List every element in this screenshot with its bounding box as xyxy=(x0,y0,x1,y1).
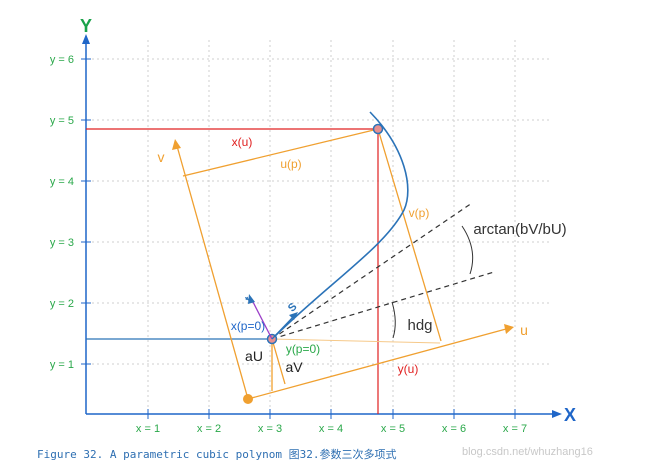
av-label: aV xyxy=(285,359,303,375)
y-axis-title: Y xyxy=(80,16,92,36)
y-tick-label: y = 2 xyxy=(50,298,74,310)
y-p0-label: y(p=0) xyxy=(286,342,320,356)
v-axis-line xyxy=(176,145,249,400)
watermark-text: blog.csdn.net/whuzhang16 xyxy=(462,446,593,458)
x-axis-title: X xyxy=(564,405,576,425)
x-tick-label: x = 6 xyxy=(442,423,466,435)
tick-marks xyxy=(81,58,516,419)
u-axis-arrowhead xyxy=(504,324,514,334)
y-tick-label: y = 4 xyxy=(50,176,74,188)
axes xyxy=(82,34,562,418)
uv-origin-point xyxy=(243,394,253,404)
y-tick-label: y = 1 xyxy=(50,359,74,371)
hdg-label: hdg xyxy=(407,317,432,334)
s-vector-arrowhead xyxy=(289,312,298,320)
v-axis-label: v xyxy=(158,149,165,165)
x-p0-label: x(p=0) xyxy=(231,319,265,333)
caption-text: Figure 32. A parametric cubic polynom 图3… xyxy=(37,448,397,461)
s-vector xyxy=(271,315,295,340)
figure-caption: Figure 32. A parametric cubic polynom 图3… xyxy=(0,446,658,466)
t-vector xyxy=(251,299,273,340)
v-p-line xyxy=(377,128,442,342)
x-tick-label: x = 4 xyxy=(319,423,343,435)
v-axis-arrowhead xyxy=(172,139,181,150)
x-tick-label: x = 1 xyxy=(136,423,160,435)
arctan-label: arctan(bV/bU) xyxy=(473,221,566,238)
uv-frame xyxy=(172,128,514,400)
heading-dashed-lines xyxy=(271,202,495,340)
arctan-angle-arc xyxy=(461,225,474,275)
x-tick-label: x = 3 xyxy=(258,423,282,435)
y-tick-label: y = 3 xyxy=(50,237,74,249)
x-u-label: x(u) xyxy=(232,135,253,149)
av-line xyxy=(271,338,286,385)
y-tick-label: y = 6 xyxy=(50,54,74,66)
v-p-label: v(p) xyxy=(409,206,430,220)
u-axis-label: u xyxy=(520,322,528,338)
red-projection-lines xyxy=(86,128,379,414)
hdg-angle-arc xyxy=(391,301,396,339)
x-axis-arrowhead xyxy=(552,410,562,418)
y-axis-arrowhead xyxy=(82,34,90,44)
u-p-line xyxy=(182,128,379,177)
t-vector-arrowhead xyxy=(248,294,255,304)
x-tick-labels: x = 1 x = 2 x = 3 x = 4 x = 5 x = 6 x = … xyxy=(136,423,527,435)
end-point xyxy=(372,123,384,135)
u-p-label: u(p) xyxy=(280,157,301,171)
y-tick-labels: y = 1 y = 2 y = 3 y = 4 y = 5 y = 6 xyxy=(50,54,74,371)
x-tick-label: x = 7 xyxy=(503,423,527,435)
cubic-curve xyxy=(271,111,409,340)
y-tick-label: y = 5 xyxy=(50,115,74,127)
reference-horizontal-extension xyxy=(271,338,441,344)
x-tick-label: x = 2 xyxy=(197,423,221,435)
x-tick-label: x = 5 xyxy=(381,423,405,435)
grid xyxy=(87,40,550,413)
au-label: aU xyxy=(245,348,263,364)
t-label: t xyxy=(243,295,255,304)
u-axis-line xyxy=(247,328,507,400)
y-u-label: y(u) xyxy=(398,362,419,376)
